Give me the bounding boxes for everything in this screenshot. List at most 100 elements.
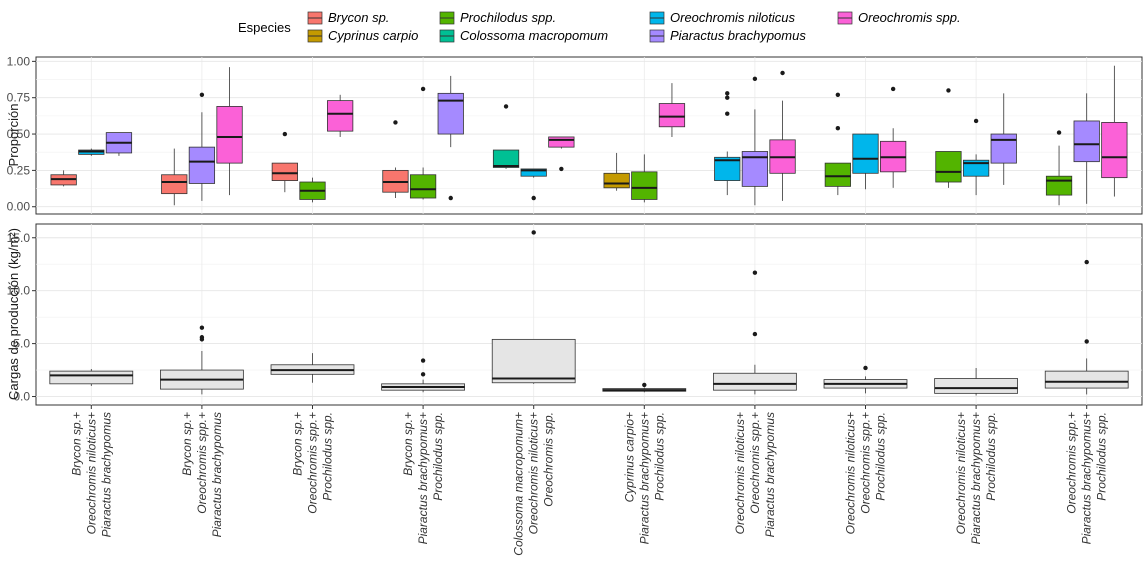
box-iqr — [631, 171, 658, 200]
box-iqr — [934, 378, 1018, 394]
box-piaractus-brachypomus — [741, 76, 769, 206]
x-category-label: Oreochromis spp.+ — [306, 412, 320, 514]
x-category-label: Piaractus brachypomus+ — [1080, 412, 1094, 544]
legend-label: Oreochromis spp. — [858, 10, 961, 25]
x-category-label: Oreochromis spp. — [542, 412, 556, 507]
box-iqr — [713, 372, 797, 391]
box-prochilodus-spp- — [409, 86, 437, 200]
x-category-label: Oreochromis niloticus+ — [954, 412, 968, 534]
box-iqr — [1101, 122, 1128, 179]
box-iqr — [216, 106, 243, 164]
box-iqr — [1073, 120, 1100, 163]
box-oreochromis-spp- — [658, 83, 686, 137]
x-category-label: Oreochromis niloticus+ — [733, 412, 747, 534]
legend-item: Oreochromis niloticus — [649, 10, 795, 25]
production-box — [823, 365, 908, 394]
outlier-point — [752, 76, 758, 82]
box-prochilodus-spp- — [824, 92, 851, 196]
x-category-label: Piaractus brachypomus — [763, 412, 777, 537]
outlier-point — [946, 88, 951, 93]
box-iqr — [520, 168, 547, 177]
bottom-y-tick-label: 5.0 — [13, 337, 30, 351]
bottom-panel-y-axis-title: Cargas de producción (kg/m²) — [6, 228, 21, 400]
legend-item: Prochilodus spp. — [439, 10, 556, 25]
box-iqr — [824, 162, 851, 187]
production-box — [1044, 259, 1129, 395]
top-panel-y-axis-title: Proporción — [6, 104, 21, 167]
outlier-point — [752, 331, 758, 337]
box-piaractus-brachypomus — [990, 93, 1017, 185]
box-oreochromis-spp- — [769, 70, 796, 201]
box-prochilodus-spp- — [935, 88, 962, 188]
x-category-label: Oreochromis spp.+ — [748, 412, 762, 514]
box-iqr — [491, 338, 576, 384]
production-box — [602, 382, 687, 393]
legend-label: Oreochromis niloticus — [670, 10, 795, 25]
box-brycon-sp- — [382, 120, 409, 199]
bottom-y-tick-label: 10.0 — [7, 284, 31, 298]
box-colossoma-macropomum — [492, 104, 520, 169]
outlier-point — [199, 325, 205, 330]
outlier-point — [725, 111, 730, 116]
bottom-y-tick-label: 15.0 — [7, 231, 31, 245]
legend-item: Colossoma macropomum — [439, 28, 608, 43]
box-oreochromis-spp- — [327, 94, 354, 137]
outlier-point — [420, 86, 426, 92]
bottom-panel-boxes — [49, 230, 1129, 396]
production-box — [160, 325, 244, 395]
outlier-point — [531, 195, 536, 201]
box-oreochromis-niloticus — [852, 133, 879, 190]
box-iqr — [714, 156, 741, 181]
box-oreochromis-niloticus — [520, 168, 547, 201]
legend: Especies Brycon sp. Cyprinus carpio Prochil… — [238, 10, 961, 43]
top-y-tick-label: 0.00 — [7, 200, 31, 214]
x-category-label: Prochilodus spp. — [431, 412, 445, 501]
box-prochilodus-spp- — [299, 177, 326, 203]
box-brycon-sp- — [271, 131, 298, 193]
x-category-label: Prochilodus spp. — [874, 412, 888, 501]
legend-label: Brycon sp. — [328, 10, 389, 25]
box-brycon-sp- — [161, 148, 188, 206]
legend-item: Oreochromis spp. — [837, 10, 961, 25]
box-iqr — [852, 133, 879, 174]
box-iqr — [603, 172, 630, 189]
x-category-label: Oreochromis spp.+ — [1065, 412, 1079, 514]
outlier-point — [780, 70, 785, 76]
box-iqr — [188, 146, 216, 184]
outlier-point — [199, 335, 205, 340]
x-category-label: Brycon sp.+ — [69, 412, 83, 476]
x-category-label: Oreochromis niloticus+ — [527, 412, 541, 534]
box-iqr — [492, 149, 520, 168]
production-box — [270, 353, 355, 383]
box-iqr — [962, 159, 990, 177]
outlier-point — [642, 382, 647, 388]
box-iqr — [935, 151, 962, 183]
x-category-label: Prochilodus spp. — [652, 412, 666, 501]
box-oreochromis-spp- — [216, 67, 243, 196]
x-category-label: Brycon sp.+ — [180, 412, 194, 476]
outlier-point — [199, 92, 205, 97]
x-category-label: Piaractus brachypomus+ — [416, 412, 430, 544]
outlier-point — [531, 230, 536, 235]
box-iqr — [658, 103, 686, 128]
production-box — [49, 369, 134, 386]
legend-item: Brycon sp. — [307, 10, 389, 25]
legend-label: Piaractus brachypomus — [670, 28, 806, 43]
box-prochilodus-spp- — [1045, 130, 1073, 206]
x-category-label: Piaractus brachypomus+ — [969, 412, 983, 544]
box-iqr — [548, 136, 575, 148]
box-iqr — [437, 92, 464, 135]
box-prochilodus-spp- — [631, 154, 658, 203]
top-y-tick-label: 0.25 — [7, 163, 31, 177]
box-brycon-sp- — [50, 170, 77, 187]
top-y-tick-label: 0.75 — [7, 91, 31, 105]
box-iqr — [990, 133, 1017, 164]
x-category-label: Colossoma macropomum+ — [512, 412, 526, 556]
x-category-label: Cyprinus carpio+ — [622, 412, 636, 502]
legend-item: Piaractus brachypomus — [649, 28, 806, 43]
legend-label: Prochilodus spp. — [460, 10, 556, 25]
box-oreochromis-spp- — [1101, 65, 1128, 197]
box-iqr — [49, 370, 134, 385]
x-category-label: Piaractus brachypomus — [210, 412, 224, 537]
legend-label: Colossoma macropomum — [460, 28, 608, 43]
